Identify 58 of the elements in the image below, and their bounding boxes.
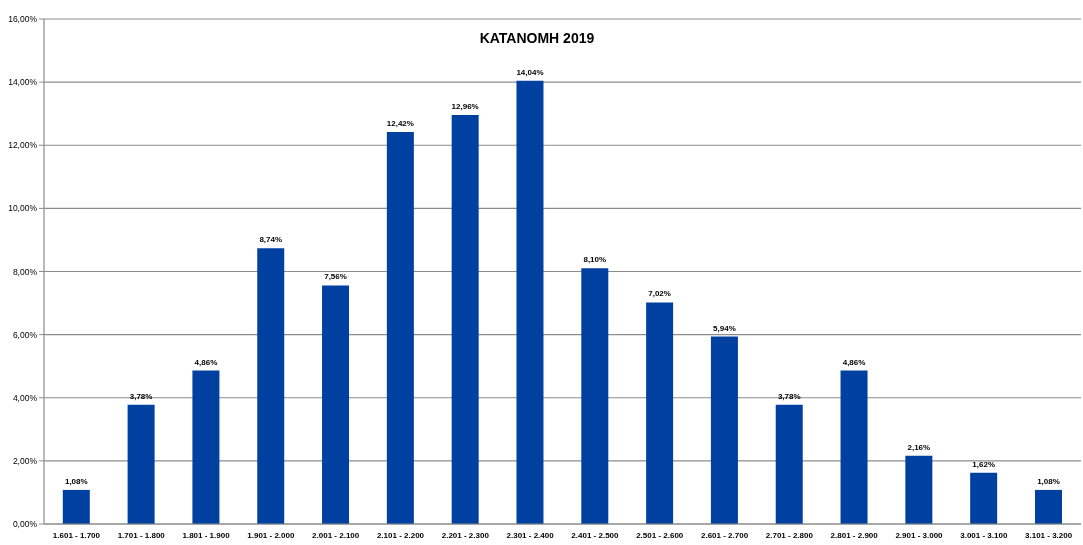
y-tick-label: 0,00% — [12, 519, 38, 530]
bar — [1034, 489, 1062, 524]
x-tick-label: 3.001 - 3.100 — [960, 530, 1008, 540]
bar — [322, 285, 350, 524]
bar — [710, 336, 738, 524]
x-tick-label: 2.101 - 2.200 — [376, 530, 425, 540]
bar — [970, 472, 998, 524]
x-tick-label: 2.501 - 2.600 — [636, 530, 684, 540]
data-label: 4,86% — [842, 357, 866, 367]
data-label: 1,08% — [64, 476, 88, 486]
x-tick-label: 2.801 - 2.900 — [830, 530, 879, 540]
data-label: 7,02% — [648, 289, 671, 299]
x-tick-label: 2.601 - 2.700 — [700, 530, 749, 540]
y-tick-label: 2,00% — [12, 455, 38, 466]
x-tick-label: 1.801 - 1.900 — [182, 530, 231, 540]
data-label: 1,08% — [1037, 476, 1060, 486]
data-label: 8,74% — [259, 235, 283, 245]
data-label: 3,78% — [129, 391, 153, 401]
y-tick-label: 6,00% — [12, 329, 38, 340]
data-label: 3,78% — [777, 391, 801, 401]
x-tick-label: 2.201 - 2.300 — [441, 530, 490, 540]
bar — [257, 248, 285, 524]
data-label: 4,86% — [194, 357, 218, 367]
bar — [62, 489, 90, 524]
data-label: 2,16% — [907, 442, 931, 452]
y-tick-label: 8,00% — [12, 266, 38, 277]
x-tick-label: 1.701 - 1.800 — [117, 530, 166, 540]
y-tick-label: 14,00% — [8, 77, 38, 88]
data-label: 1,62% — [972, 459, 996, 469]
x-tick-label: 1.901 - 2.000 — [247, 530, 295, 540]
bar — [775, 404, 803, 524]
text: ΚΑΤΑΝΟΜΗ 2019 — [478, 30, 596, 46]
bar — [192, 370, 220, 524]
bar — [516, 80, 544, 524]
bar — [840, 370, 868, 524]
y-tick-label: 12,00% — [8, 140, 38, 151]
y-tick-label: 16,00% — [8, 14, 38, 25]
bar — [127, 404, 155, 524]
y-tick-label: 10,00% — [8, 203, 38, 214]
bar — [646, 302, 674, 524]
x-tick-label: 2.001 - 2.100 — [312, 530, 360, 540]
x-tick-label: 2.301 - 2.400 — [506, 530, 555, 540]
data-label: 12,96% — [451, 101, 479, 111]
data-label: 7,56% — [324, 272, 347, 282]
x-tick-label: 2.901 - 3.000 — [895, 530, 944, 540]
data-label: 14,04% — [516, 67, 544, 77]
y-tick-label: 4,00% — [12, 392, 38, 403]
x-tick-label: 3.101 - 3.200 — [1025, 530, 1073, 540]
data-label: 8,10% — [583, 255, 607, 265]
bar — [581, 268, 609, 524]
bar — [905, 455, 933, 524]
x-tick-label: 2.401 - 2.500 — [571, 530, 620, 540]
x-tick-label: 1.601 - 1.700 — [52, 530, 101, 540]
data-label: 5,94% — [713, 323, 736, 333]
bar — [451, 114, 479, 524]
bar — [386, 131, 414, 524]
data-label: 12,42% — [386, 118, 414, 128]
x-tick-label: 2.701 - 2.800 — [765, 530, 814, 540]
